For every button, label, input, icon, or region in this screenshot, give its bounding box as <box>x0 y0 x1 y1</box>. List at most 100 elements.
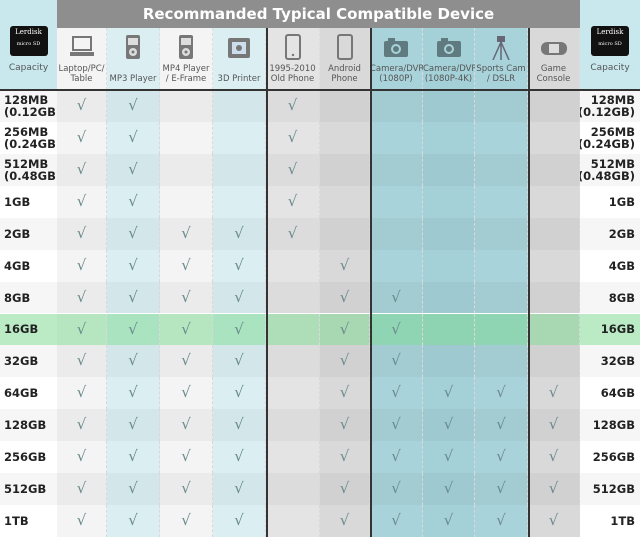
check-mark: √ <box>128 255 138 274</box>
check-mark: √ <box>128 191 138 210</box>
capacity-cell: 128MB (0.12GB) <box>578 90 640 122</box>
check-mark: √ <box>128 319 138 338</box>
capacity-cell: 8GB <box>580 281 640 314</box>
check-mark: √ <box>128 351 138 370</box>
check-cell <box>320 217 370 250</box>
device-header: MP3 Player <box>107 28 160 90</box>
capacity-cell: 64GB <box>580 377 640 410</box>
check-cell: √ <box>107 313 160 346</box>
check-mark: √ <box>234 255 244 274</box>
check-mark: √ <box>339 287 350 306</box>
device-label: 1995-2010 Old Phone <box>269 64 316 84</box>
check-mark: √ <box>76 351 87 370</box>
check-cell <box>528 90 580 122</box>
check-cell: √ <box>370 313 423 346</box>
capacity-cell: 64GB <box>0 377 57 410</box>
check-cell: √ <box>423 473 475 506</box>
capacity-header-label: Capacity <box>8 63 49 73</box>
device-header: Sports Cam / DSLR <box>475 28 528 90</box>
check-cell: √ <box>423 409 475 442</box>
check-cell: √ <box>370 345 423 378</box>
mp4-player-icon <box>179 35 193 59</box>
check-cell: √ <box>370 409 423 442</box>
capacity-cell: 4GB <box>580 249 640 282</box>
check-cell <box>423 281 475 314</box>
capacity-cell: 4GB <box>0 249 57 282</box>
check-cell: √ <box>57 153 107 186</box>
card-sub-text: micro SD <box>16 41 41 47</box>
check-cell: √ <box>107 90 160 122</box>
check-mark: √ <box>128 447 138 466</box>
check-cell: √ <box>213 249 266 282</box>
check-mark: √ <box>181 511 191 530</box>
capacity-cell: 32GB <box>0 345 57 378</box>
check-mark: √ <box>496 383 506 402</box>
check-mark: √ <box>76 383 87 402</box>
check-mark: √ <box>181 479 191 498</box>
check-cell: √ <box>320 377 370 410</box>
check-cell <box>320 185 370 218</box>
check-cell: √ <box>107 249 160 282</box>
check-cell <box>266 249 320 282</box>
check-cell <box>475 153 528 186</box>
check-cell: √ <box>213 345 266 378</box>
check-mark: √ <box>391 287 401 306</box>
capacity-cell: 2GB <box>580 217 640 250</box>
header-divider <box>0 89 640 91</box>
check-mark: √ <box>391 447 401 466</box>
check-cell <box>160 121 213 154</box>
check-cell: √ <box>475 505 528 537</box>
check-cell: √ <box>57 505 107 537</box>
check-cell <box>423 121 475 154</box>
check-cell: √ <box>370 281 423 314</box>
capacity-cell: 256MB (0.24GB) <box>578 121 640 154</box>
check-mark: √ <box>339 479 350 498</box>
check-mark: √ <box>76 447 87 466</box>
check-cell: √ <box>57 473 107 506</box>
check-cell: √ <box>320 281 370 314</box>
check-cell: √ <box>213 441 266 474</box>
check-cell: √ <box>160 409 213 442</box>
check-cell: √ <box>160 441 213 474</box>
device-header: 1995-2010 Old Phone <box>266 28 320 90</box>
device-header: MP4 Player / E-Frame <box>160 28 213 90</box>
check-mark: √ <box>496 479 506 498</box>
check-mark: √ <box>234 351 244 370</box>
check-mark: √ <box>181 255 191 274</box>
check-cell: √ <box>57 90 107 122</box>
check-cell <box>528 217 580 250</box>
check-cell: √ <box>423 505 475 537</box>
check-mark: √ <box>287 127 298 146</box>
check-cell <box>266 505 320 537</box>
check-mark: √ <box>128 511 138 530</box>
check-cell <box>320 90 370 122</box>
check-cell <box>370 217 423 250</box>
capacity-cell: 512GB <box>580 473 640 506</box>
device-label: MP3 Player <box>109 74 157 84</box>
check-mark: √ <box>391 351 401 370</box>
check-cell <box>475 185 528 218</box>
check-mark: √ <box>128 479 138 498</box>
check-cell <box>475 345 528 378</box>
laptop-icon <box>69 36 94 56</box>
check-cell: √ <box>475 441 528 474</box>
check-cell: √ <box>320 473 370 506</box>
check-mark: √ <box>234 383 244 402</box>
check-cell: √ <box>320 345 370 378</box>
tripod-icon <box>492 36 510 60</box>
check-mark: √ <box>181 223 191 242</box>
check-cell <box>266 409 320 442</box>
capacity-cell: 16GB <box>580 313 640 346</box>
check-mark: √ <box>181 287 191 306</box>
check-cell: √ <box>57 185 107 218</box>
check-cell: √ <box>266 153 320 186</box>
check-cell <box>160 185 213 218</box>
check-mark: √ <box>128 223 138 242</box>
check-mark: √ <box>76 415 87 434</box>
group-divider <box>266 28 268 537</box>
check-cell: √ <box>528 505 580 537</box>
check-cell <box>475 281 528 314</box>
check-cell: √ <box>160 313 213 346</box>
check-mark: √ <box>234 287 244 306</box>
check-cell <box>423 217 475 250</box>
